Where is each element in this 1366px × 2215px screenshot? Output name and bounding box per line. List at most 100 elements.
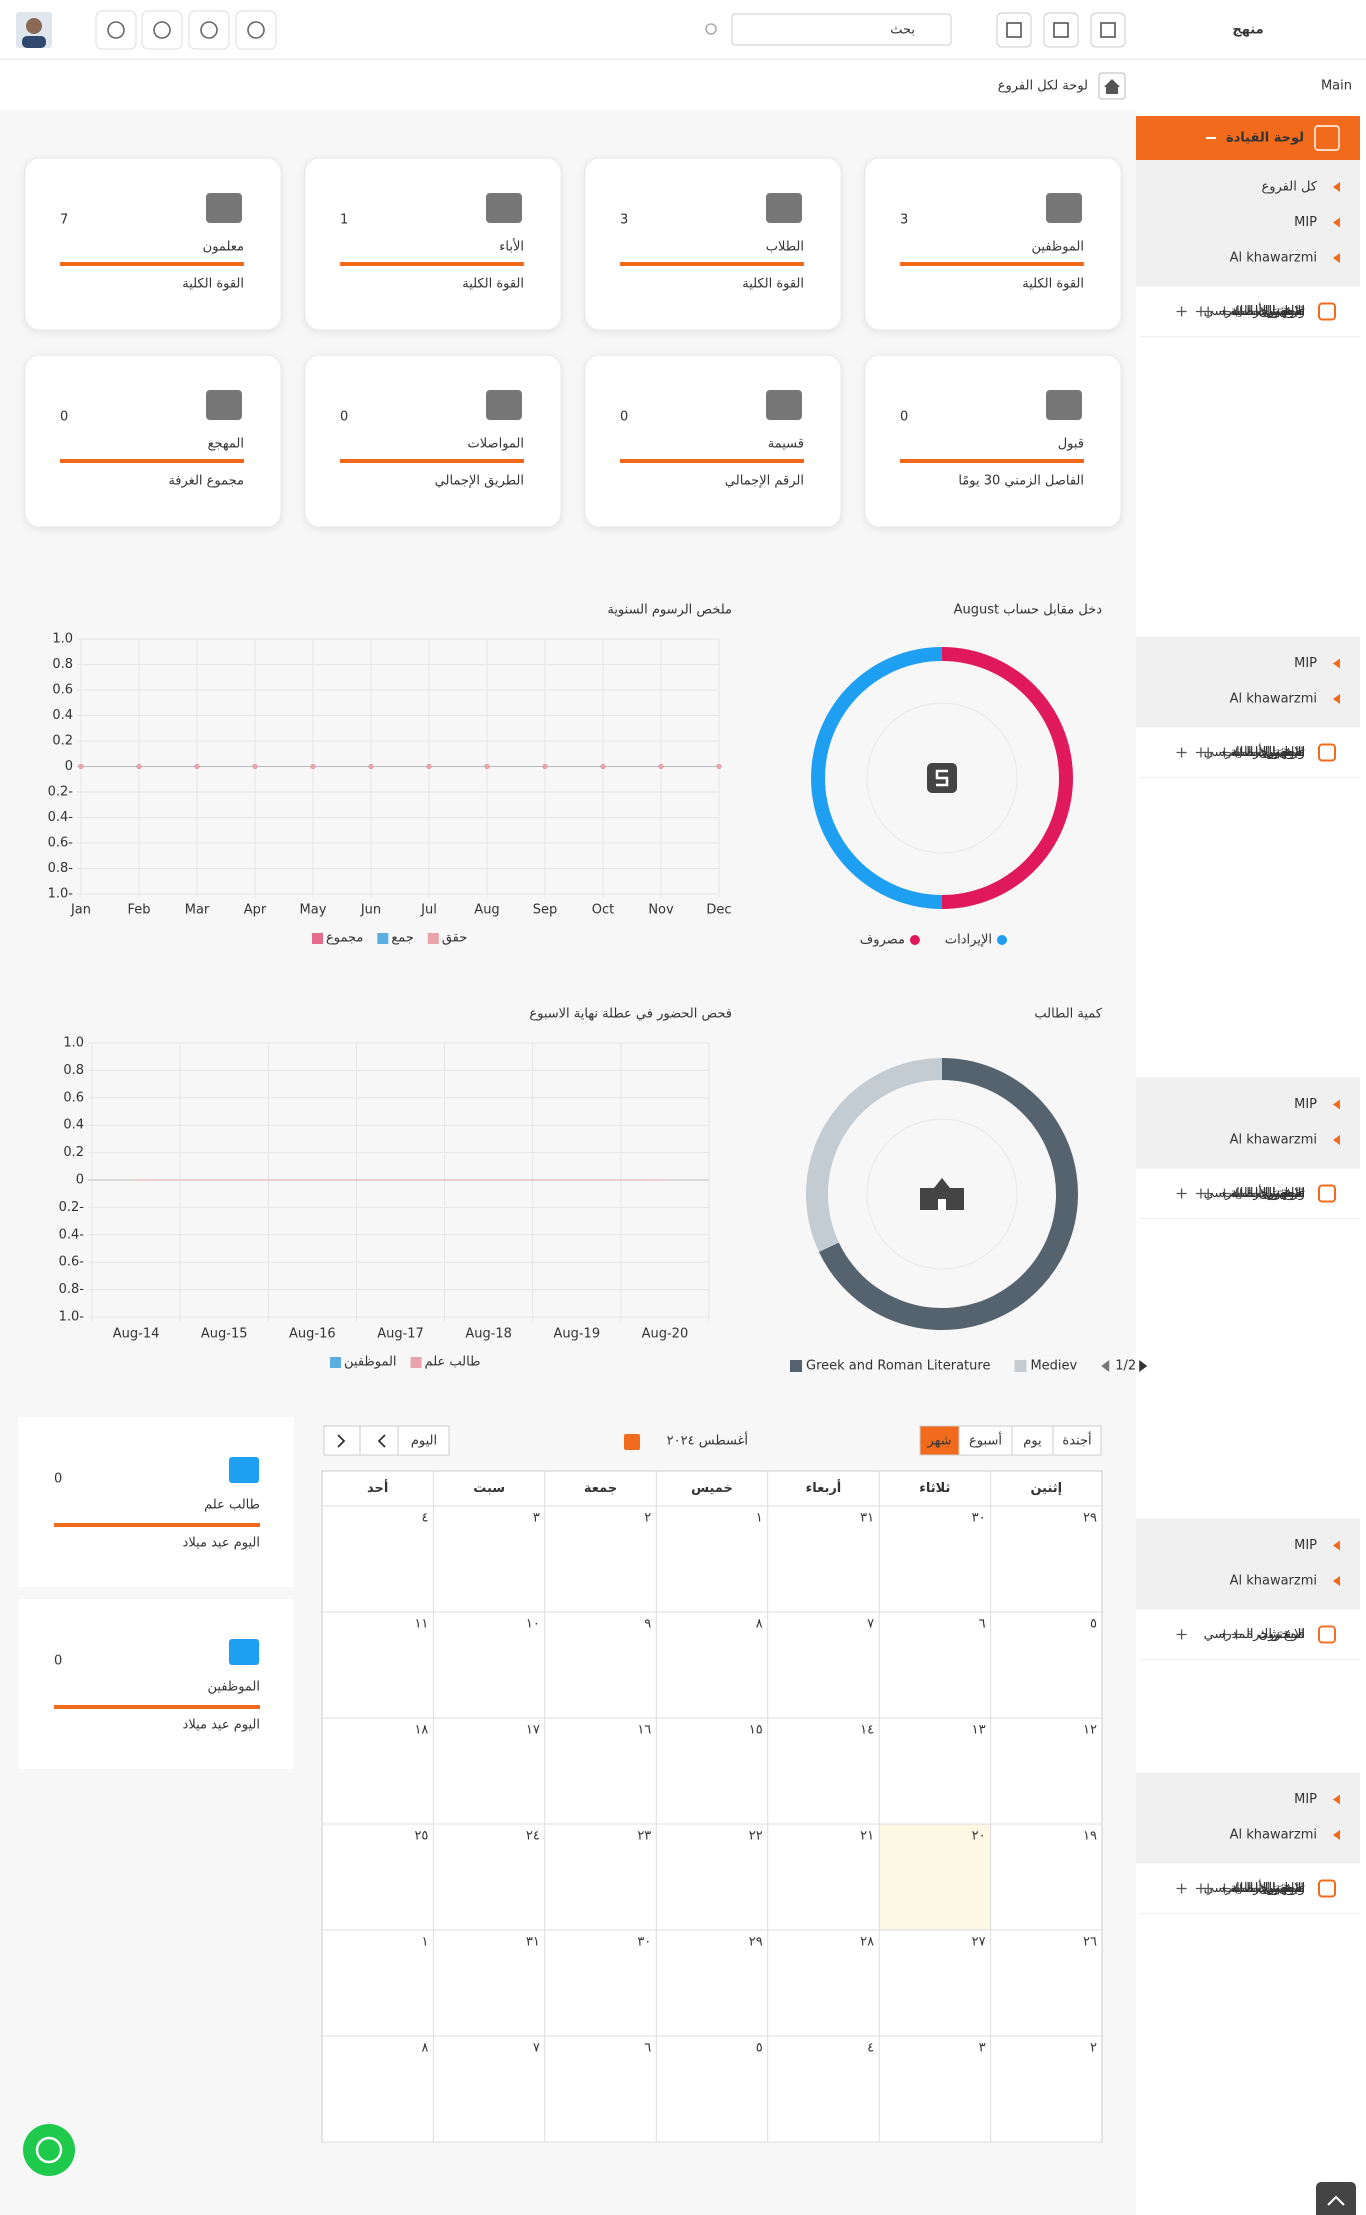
calendar-day[interactable]: ٢٨ — [860, 1935, 874, 1950]
calendar-today-button[interactable] — [397, 1425, 450, 1456]
branch-link[interactable]: MIP — [1294, 656, 1317, 671]
sidebar-item[interactable]: استقبال — [1263, 745, 1305, 760]
branch-link[interactable]: Al khawarzmi — [1230, 1133, 1317, 1148]
sidebar-item[interactable]: واجهة الأمامية — [1230, 743, 1305, 760]
calendar-day[interactable]: ٢١ — [860, 1829, 874, 1844]
header-tool-button[interactable] — [1043, 12, 1079, 48]
calendar-view-button[interactable] — [1052, 1425, 1102, 1456]
calendar-day[interactable]: ٤ — [867, 2041, 874, 2056]
calendar-day[interactable]: ٢٣ — [637, 1829, 651, 1844]
calendar-day[interactable]: ٣ — [533, 1511, 540, 1526]
calendar-day[interactable]: ١ — [756, 1511, 763, 1526]
sidebar-item[interactable]: تفاصيل الطالب — [1223, 745, 1305, 760]
calendar-day[interactable]: ١٤ — [860, 1723, 874, 1738]
sidebar-item[interactable]: تفاصيل الطالب — [1223, 1186, 1305, 1201]
calendar-day[interactable]: ٣٠ — [637, 1935, 651, 1950]
calendar-day[interactable]: ٨ — [421, 2041, 428, 2056]
header-icon-button[interactable] — [95, 10, 137, 50]
branch-link[interactable]: Al khawarzmi — [1230, 251, 1317, 266]
sidebar-item[interactable]: استقبال — [1263, 1186, 1305, 1201]
calendar-day[interactable]: ٢٧ — [972, 1935, 986, 1950]
sidebar-item[interactable]: واجهة الأمامية — [1230, 1879, 1305, 1896]
whatsapp-button[interactable] — [23, 2124, 75, 2176]
header-icon-button[interactable] — [188, 10, 230, 50]
legend-swatch — [410, 1357, 422, 1368]
scroll-top-button[interactable] — [1316, 2182, 1356, 2215]
legend-next[interactable] — [1139, 1360, 1148, 1372]
branch-link[interactable]: Al khawarzmi — [1230, 1574, 1317, 1589]
sidebar-item[interactable]: المخزون — [1259, 1881, 1305, 1896]
calendar-day[interactable]: ٥ — [1090, 1617, 1097, 1632]
sidebar-item[interactable]: قبول — [1279, 1881, 1305, 1896]
branch-link[interactable]: كل الفروع — [1261, 180, 1317, 195]
branch-link[interactable]: Al khawarzmi — [1230, 1828, 1317, 1843]
calendar-day[interactable]: ١٩ — [1083, 1829, 1097, 1844]
legend-prev[interactable] — [1101, 1360, 1110, 1372]
calendar-day[interactable]: ٢٦ — [1083, 1935, 1097, 1950]
calendar-next[interactable] — [323, 1425, 361, 1456]
calendar-day[interactable]: ٧ — [533, 2041, 540, 2056]
sidebar-item[interactable]: قبول — [1279, 304, 1305, 319]
branch-link[interactable]: MIP — [1294, 1792, 1317, 1807]
branch-link[interactable]: MIP — [1294, 1538, 1317, 1553]
calendar-day[interactable]: ١٨ — [414, 1723, 428, 1738]
sidebar-dashboard[interactable] — [1136, 116, 1360, 160]
calendar-day[interactable]: ٩ — [644, 1617, 651, 1632]
calendar-day[interactable]: ٦ — [979, 1617, 986, 1632]
sidebar-item[interactable]: تفاصيل الطالب — [1223, 1881, 1305, 1896]
branch-link[interactable]: Al khawarzmi — [1230, 692, 1317, 707]
calendar-day[interactable]: ٣٠ — [972, 1511, 986, 1526]
sidebar-item[interactable]: واجهة الأمامية — [1230, 1184, 1305, 1201]
header-tool-button[interactable] — [1090, 12, 1126, 48]
calendar-day[interactable]: ١٣ — [972, 1723, 986, 1738]
calendar-day[interactable]: ١ — [421, 1935, 428, 1950]
header-icon-button[interactable] — [141, 10, 183, 50]
sidebar-item[interactable]: المخزون — [1259, 745, 1305, 760]
calendar-day[interactable]: ٣ — [979, 2041, 986, 2056]
calendar-day[interactable]: ١٠ — [526, 1617, 540, 1632]
branch-link[interactable]: MIP — [1294, 215, 1317, 230]
calendar-day[interactable]: ٣١ — [526, 1935, 540, 1950]
calendar-day[interactable]: ١١ — [414, 1617, 428, 1632]
header-tool-button[interactable] — [996, 12, 1032, 48]
sidebar-item[interactable]: فرع شجرة — [1246, 1627, 1305, 1642]
calendar-day[interactable]: ٢٤ — [526, 1829, 540, 1844]
calendar-day[interactable]: ٨ — [756, 1617, 763, 1632]
calendar-day[interactable]: ١٢ — [1083, 1723, 1097, 1738]
sidebar-item[interactable]: فرع شجرة — [1246, 745, 1305, 760]
calendar-day[interactable]: ٦ — [644, 2041, 651, 2056]
calendar-day[interactable]: ٢ — [644, 1511, 651, 1526]
calendar-day[interactable]: ٢٠ — [972, 1829, 986, 1844]
sidebar-item[interactable]: فرع شجرة — [1246, 1881, 1305, 1896]
sidebar-item[interactable]: المخزون — [1259, 1186, 1305, 1201]
sidebar-item[interactable]: المخزون — [1259, 304, 1305, 319]
sidebar-item[interactable]: فرع شجرة — [1246, 1186, 1305, 1201]
search-box[interactable] — [731, 13, 952, 46]
sidebar-item[interactable]: قبول — [1279, 1186, 1305, 1201]
calendar-day[interactable]: ٢٢ — [749, 1829, 763, 1844]
calendar-day[interactable]: ١٥ — [749, 1723, 763, 1738]
calendar-day[interactable]: ١٦ — [637, 1723, 651, 1738]
calendar-day[interactable]: ٣١ — [860, 1511, 874, 1526]
sidebar-item[interactable]: واجهة الأمامية — [1230, 302, 1305, 319]
calendar-day[interactable]: ٤ — [421, 1511, 428, 1526]
sidebar-item[interactable]: الاشتراك المدرسي — [1204, 1627, 1305, 1642]
sidebar-item[interactable]: قبول — [1279, 745, 1305, 760]
calendar-day[interactable]: ٢٩ — [1083, 1511, 1097, 1526]
branch-marker — [1333, 1540, 1340, 1551]
calendar-view-button[interactable] — [958, 1425, 1013, 1456]
calendar-day[interactable]: ٢ — [1090, 2041, 1097, 2056]
calendar-day[interactable]: ٢٩ — [749, 1935, 763, 1950]
calendar-day[interactable]: ١٧ — [526, 1723, 540, 1738]
sidebar-item[interactable]: المخزون — [1259, 1627, 1305, 1642]
calendar-day[interactable]: ٥ — [756, 2041, 763, 2056]
sidebar-item[interactable]: تفاصيل الطالب — [1223, 304, 1305, 319]
sidebar-item[interactable]: استقبال — [1263, 304, 1305, 319]
calendar-day[interactable]: ٢٥ — [414, 1829, 428, 1844]
line-point — [484, 764, 490, 769]
calendar-day[interactable]: ٧ — [867, 1617, 874, 1632]
branch-link[interactable]: MIP — [1294, 1097, 1317, 1112]
sidebar-item[interactable]: استقبال — [1263, 1881, 1305, 1896]
sidebar-item[interactable]: فرع شجرة — [1246, 304, 1305, 319]
header-icon-button[interactable] — [235, 10, 277, 50]
